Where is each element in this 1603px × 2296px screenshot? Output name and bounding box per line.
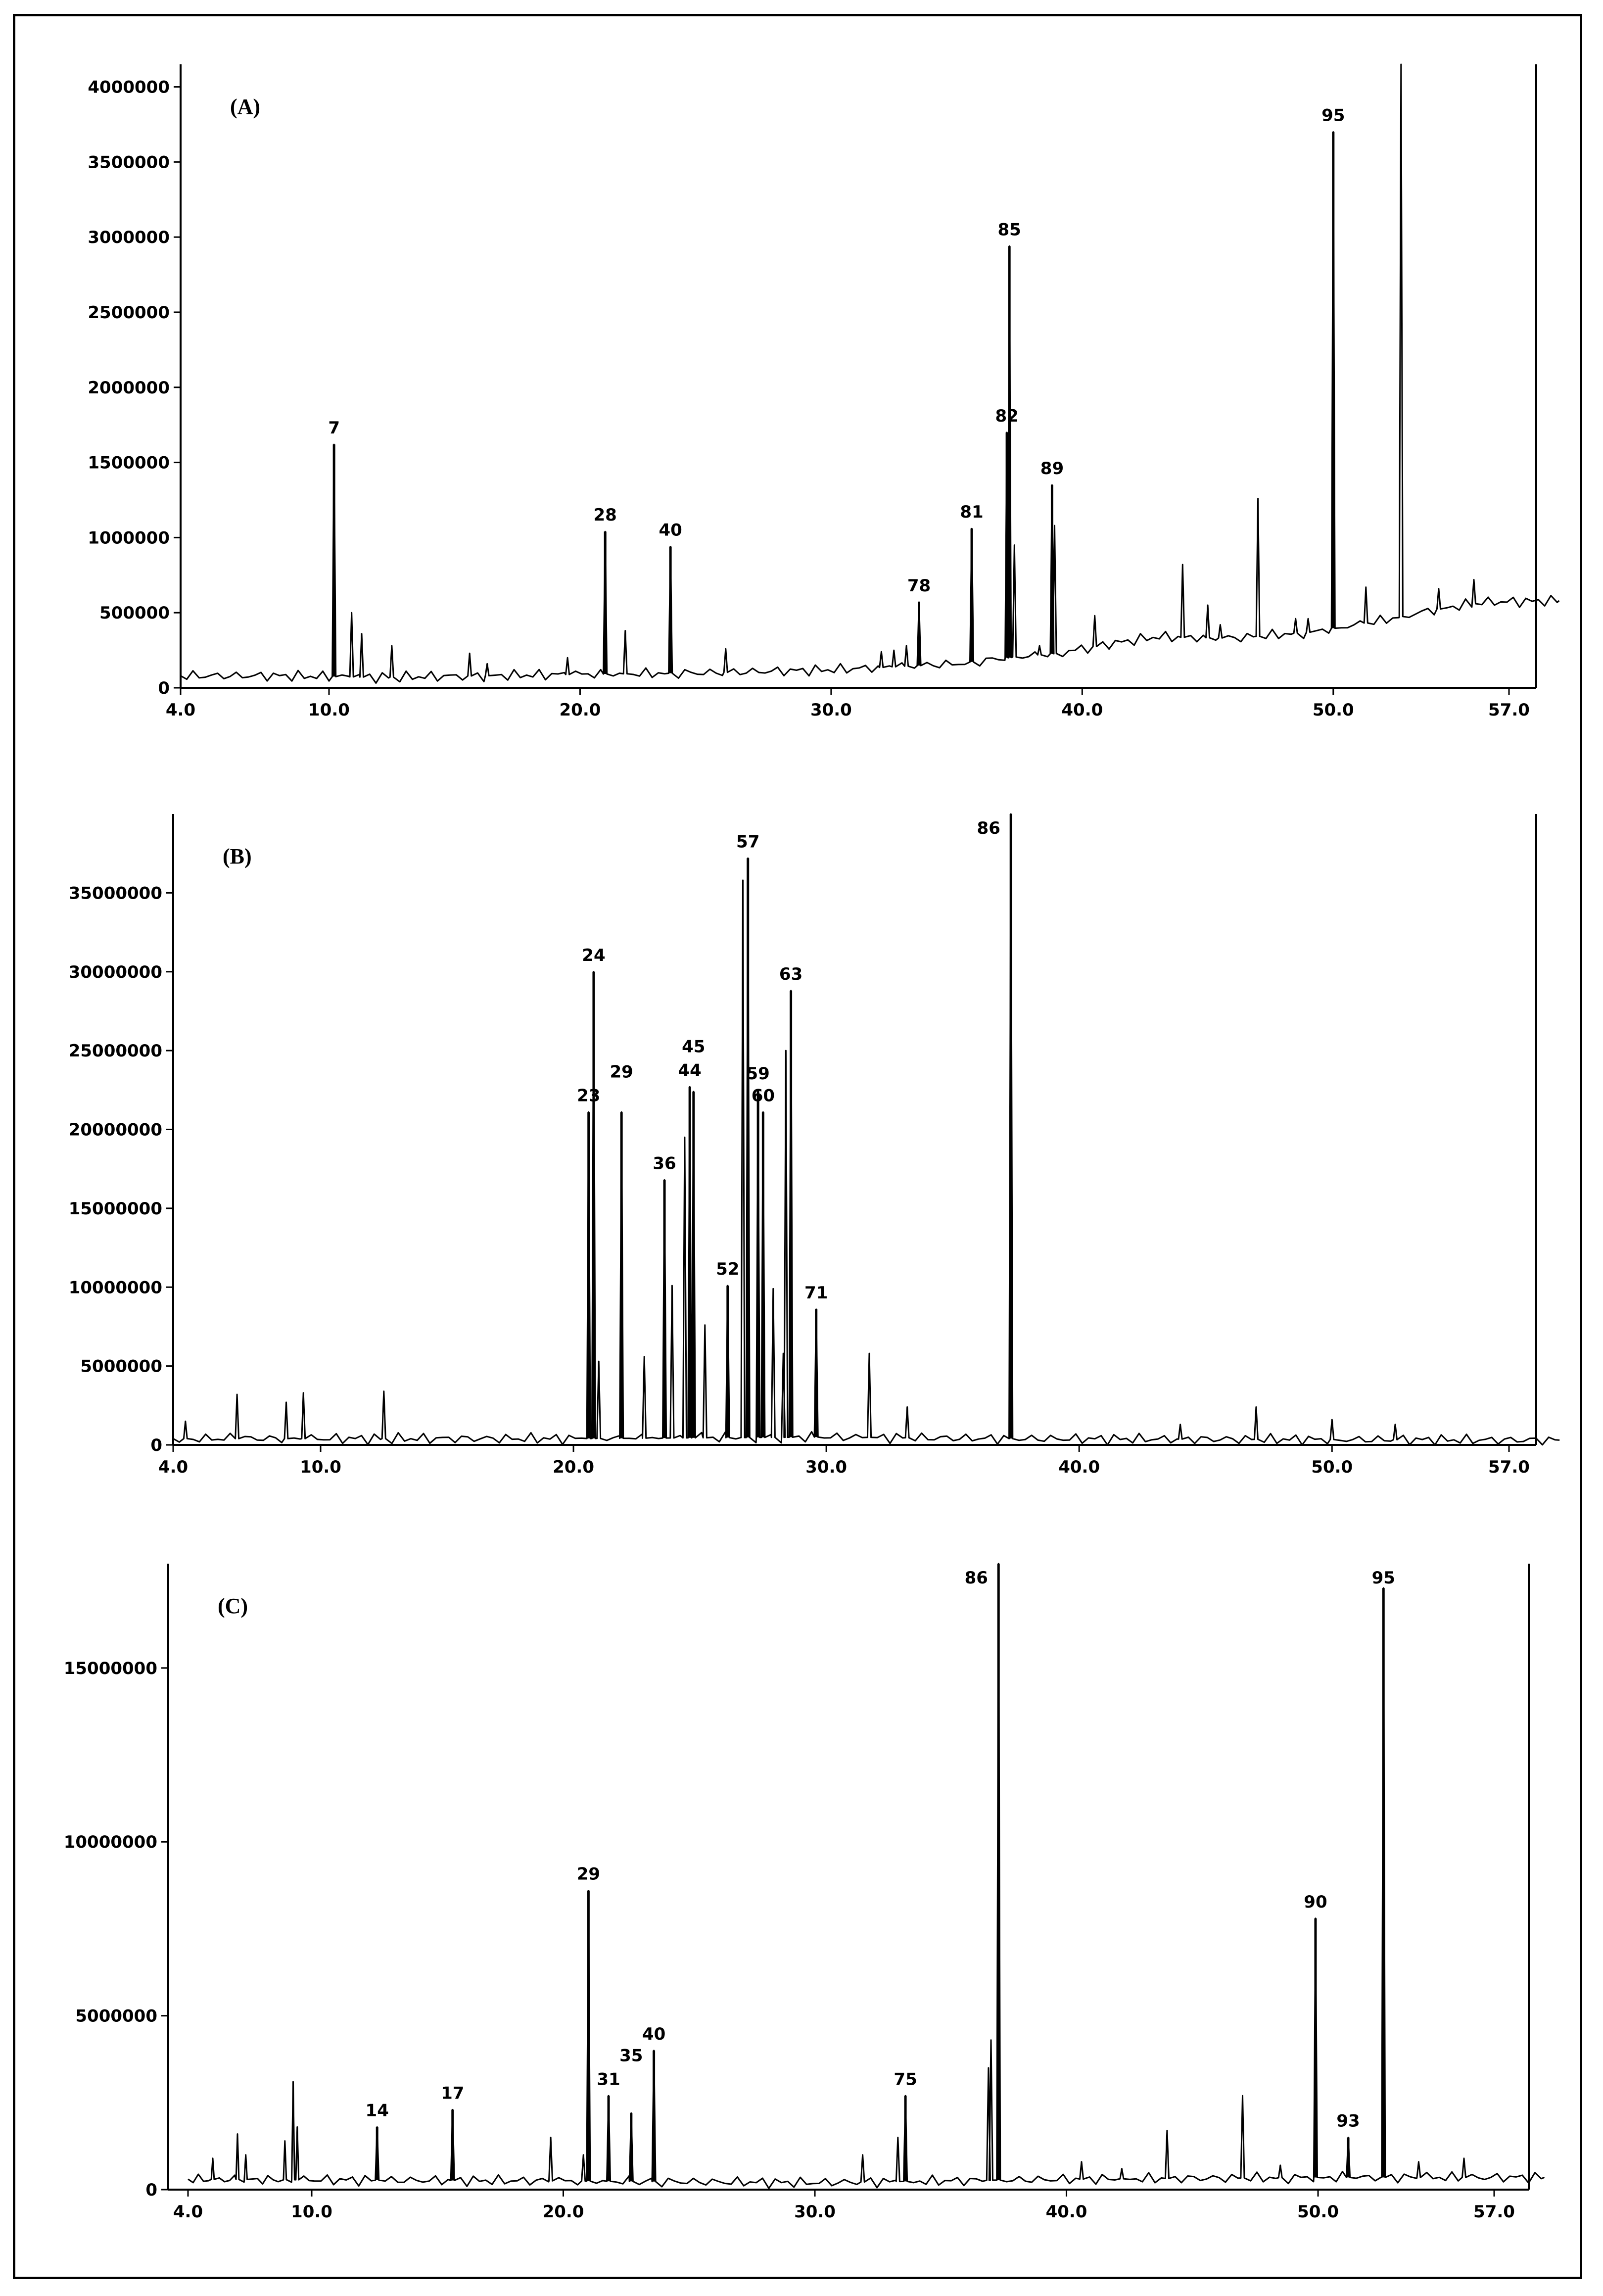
y-tick-label: 2000000 — [88, 378, 170, 398]
y-tick-label: 5000000 — [80, 1357, 162, 1377]
peak-label-85: 85 — [998, 220, 1021, 239]
x-tick-label: 30.0 — [810, 700, 852, 720]
y-tick-label: 30000000 — [69, 962, 162, 982]
y-tick-label: 0 — [145, 2180, 157, 2200]
chart-panel-c: 0 5000000 10000000 15000000 4.0 10.0 20.0 30.0 4… — [64, 1563, 1545, 2222]
x-tick-label: 57.0 — [1488, 1457, 1530, 1477]
y-tick-label: 5000000 — [75, 2007, 157, 2026]
x-tick-label: 20.0 — [553, 1457, 594, 1477]
x-tick-label: 40.0 — [1058, 1457, 1100, 1477]
peak-label-93: 93 — [1336, 2111, 1360, 2131]
peak-label-60: 60 — [752, 1086, 775, 1105]
peak-label-28: 28 — [594, 505, 617, 525]
x-tick-label: 30.0 — [805, 1457, 847, 1477]
peak-label-78: 78 — [907, 576, 931, 596]
y-tick-label: 500000 — [99, 603, 170, 623]
x-tick-label: 50.0 — [1311, 1457, 1353, 1477]
y-tick-label: 10000000 — [64, 1832, 157, 1852]
x-tick-label: 40.0 — [1061, 700, 1103, 720]
peak-label-17: 17 — [441, 2083, 464, 2103]
x-tick-label: 30.0 — [794, 2202, 836, 2222]
peak-label-90: 90 — [1304, 1892, 1327, 1912]
peak-label-40: 40 — [659, 521, 682, 540]
peak-label-81: 81 — [960, 502, 983, 522]
y-tick-label: 1500000 — [88, 453, 170, 473]
y-tick-label: 10000000 — [69, 1278, 162, 1297]
x-tick-label: 40.0 — [1046, 2202, 1087, 2222]
x-tick-label: 4.0 — [166, 700, 195, 720]
peak-label-35: 35 — [619, 2046, 643, 2065]
peak-label-31: 31 — [597, 2069, 620, 2089]
peak-label-24: 24 — [582, 946, 605, 965]
peak-label-44: 44 — [678, 1060, 701, 1080]
figure-frame — [13, 14, 1582, 2279]
y-tick-label: 0 — [150, 1435, 162, 1455]
x-tick-label: 50.0 — [1297, 2202, 1339, 2222]
y-tick-label: 35000000 — [69, 883, 162, 903]
peak-label-14: 14 — [366, 2101, 389, 2121]
y-tick-label: 20000000 — [69, 1120, 162, 1140]
x-tick-label: 10.0 — [300, 1457, 341, 1477]
x-tick-label: 57.0 — [1488, 700, 1530, 720]
peak-label-95: 95 — [1321, 106, 1345, 126]
peak-label-89: 89 — [1040, 459, 1064, 478]
x-tick-label: 20.0 — [543, 2202, 584, 2222]
y-tick-label: 15000000 — [69, 1199, 162, 1219]
peak-label-23: 23 — [577, 1086, 600, 1105]
peak-label-45: 45 — [682, 1037, 705, 1056]
y-tick-label: 0 — [158, 678, 170, 698]
y-tick-label: 1000000 — [88, 528, 170, 548]
peak-label-40: 40 — [642, 2024, 665, 2044]
chromatogram-trace — [173, 813, 1560, 1446]
y-tick-label: 15000000 — [64, 1659, 157, 1678]
peak-label-71: 71 — [804, 1283, 828, 1303]
peak-label-59: 59 — [746, 1064, 769, 1084]
x-tick-label: 57.0 — [1473, 2202, 1515, 2222]
peak-label-95: 95 — [1372, 1568, 1395, 1588]
panel-label: (A) — [230, 95, 260, 119]
y-tick-label: 25000000 — [69, 1041, 162, 1061]
peak-label-52: 52 — [716, 1259, 739, 1279]
chart-panel-a: 0 500000 1000000 1500000 2000000 2500000 30000… — [88, 63, 1560, 720]
x-tick-label: 10.0 — [291, 2202, 332, 2222]
panel-label: (C) — [218, 1594, 248, 1618]
peak-label-29: 29 — [610, 1062, 633, 1082]
peak-label-36: 36 — [653, 1154, 676, 1174]
x-tick-label: 20.0 — [560, 700, 601, 720]
x-tick-label: 4.0 — [158, 1457, 188, 1477]
peak-label-29: 29 — [577, 1865, 600, 1884]
chart-panel-b: 0 5000000 10000000 15000000 20000000 25000000… — [69, 813, 1560, 1477]
peak-label-57: 57 — [736, 832, 759, 852]
panel-label: (B) — [223, 844, 252, 868]
y-tick-label: 3500000 — [88, 152, 170, 172]
chromatogram-trace — [188, 1563, 1545, 2189]
peak-label-86: 86 — [965, 1568, 988, 1588]
peak-label-75: 75 — [894, 2069, 917, 2089]
y-tick-label: 2500000 — [88, 303, 170, 323]
peak-label-82: 82 — [995, 406, 1018, 426]
peak-label-86: 86 — [977, 818, 1000, 838]
x-tick-label: 50.0 — [1313, 700, 1354, 720]
x-tick-label: 4.0 — [173, 2202, 203, 2222]
chromatogram-trace — [180, 63, 1560, 684]
y-tick-label: 3000000 — [88, 228, 170, 247]
peak-label-7: 7 — [328, 418, 340, 438]
x-tick-label: 10.0 — [308, 700, 350, 720]
y-tick-label: 4000000 — [88, 78, 170, 97]
peak-label-63: 63 — [779, 964, 802, 984]
